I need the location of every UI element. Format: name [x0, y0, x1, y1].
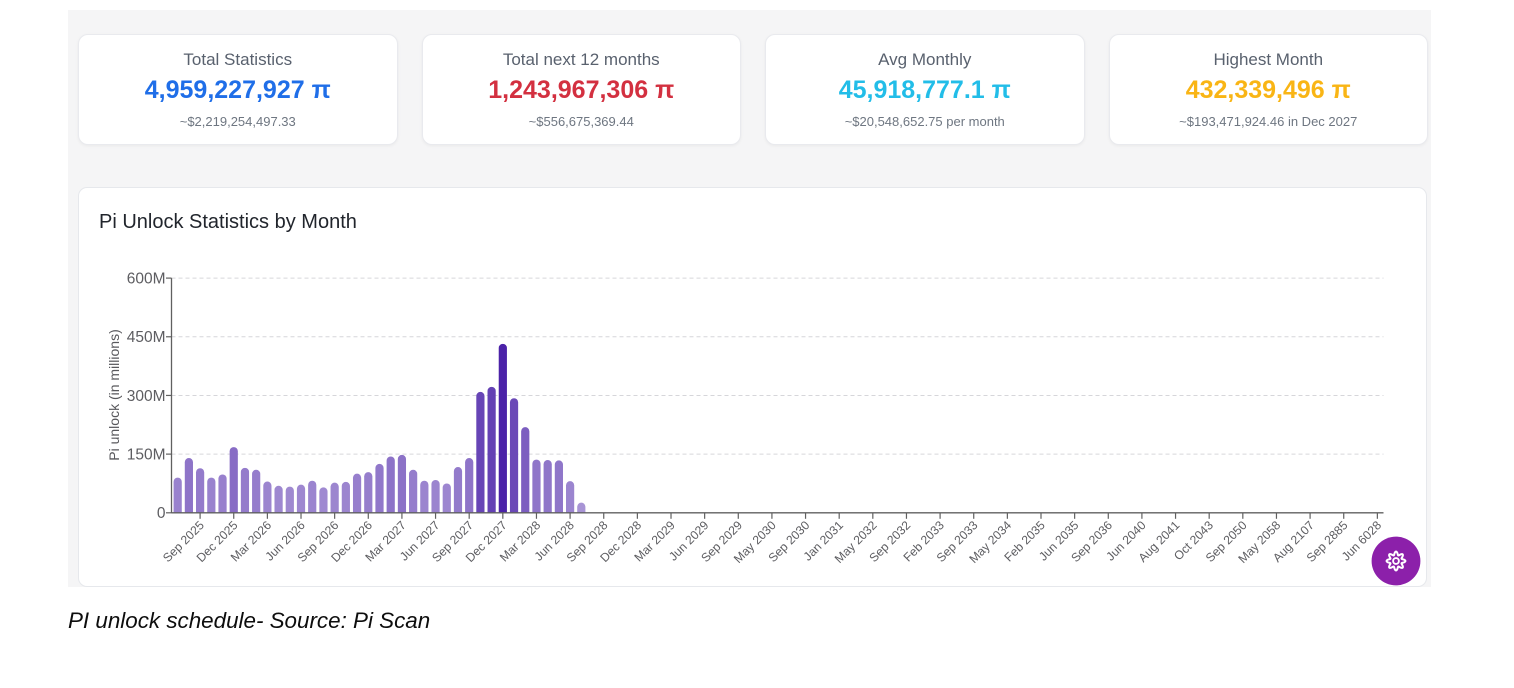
svg-text:Pi unlock (in millions): Pi unlock (in millions)	[106, 329, 122, 460]
svg-text:450M: 450M	[127, 329, 166, 346]
svg-text:300M: 300M	[127, 388, 166, 405]
svg-text:0: 0	[157, 505, 166, 522]
svg-text:600M: 600M	[127, 271, 166, 288]
svg-text:150M: 150M	[127, 447, 166, 464]
